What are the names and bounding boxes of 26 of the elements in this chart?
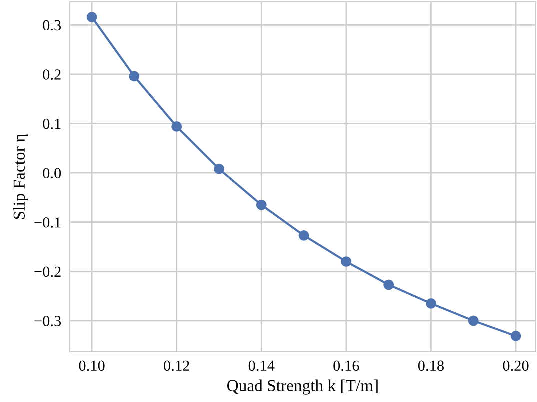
point bbox=[510, 331, 522, 342]
y-tick-label: 0.3 bbox=[43, 20, 62, 31]
point bbox=[298, 230, 310, 241]
x-axis-title: Quad Strength k [T/m] bbox=[228, 380, 378, 395]
x-tick-label: 0.16 bbox=[334, 360, 360, 372]
point bbox=[172, 122, 182, 132]
point bbox=[129, 71, 140, 82]
x-tick-label: 0.18 bbox=[418, 360, 444, 372]
point bbox=[256, 200, 267, 210]
y-tick-label: 0.0 bbox=[43, 168, 62, 179]
x-tick-label: 0.20 bbox=[503, 360, 529, 372]
x-tick-label: 0.10 bbox=[79, 360, 105, 372]
x-tick-label: 0.12 bbox=[164, 360, 190, 372]
y-tick-label: 0.2 bbox=[43, 70, 61, 80]
point bbox=[341, 256, 352, 267]
y-tick-label: −0.1 bbox=[34, 217, 61, 228]
point bbox=[468, 316, 479, 326]
point bbox=[426, 298, 436, 309]
y-tick-label: −0.3 bbox=[34, 316, 62, 326]
y-tick-label: −0.2 bbox=[34, 266, 61, 278]
point bbox=[214, 164, 224, 174]
point bbox=[86, 12, 98, 22]
point bbox=[384, 280, 394, 290]
x-tick-label: 0.14 bbox=[248, 360, 275, 372]
y-axis-title: Slip Factor η bbox=[13, 134, 28, 220]
y-tick-label: 0.1 bbox=[43, 118, 61, 130]
